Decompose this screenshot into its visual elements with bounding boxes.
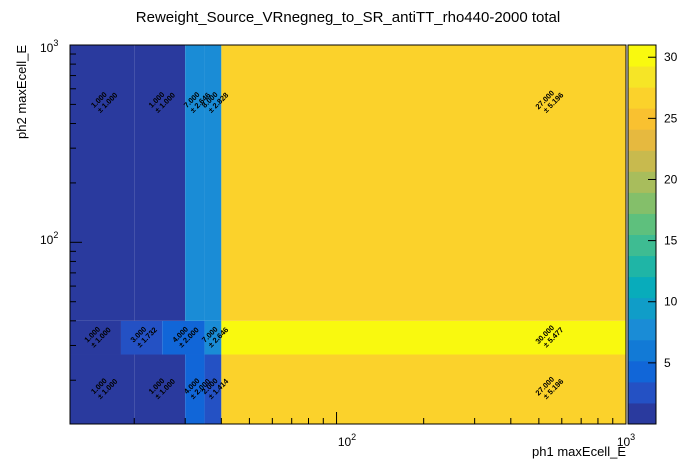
color-scale-segment [628, 339, 656, 362]
y-axis-ticks [70, 44, 82, 381]
color-scale-tick-label: 10 [664, 295, 678, 309]
y-tick-label-1000: 103 [40, 38, 58, 55]
color-scale-bar [627, 44, 657, 425]
heatmap-cell [70, 354, 135, 424]
x-axis-label: ph1 maxEcell_E [532, 444, 626, 459]
heatmap-cell [204, 354, 222, 424]
color-scale-tick-label: 5 [664, 356, 671, 370]
chart-title: Reweight_Source_VRnegneg_to_SR_antiTT_rh… [136, 9, 560, 26]
color-scale-segment [628, 192, 656, 214]
heatmap-cell [221, 320, 627, 355]
heatmap-cell [204, 320, 222, 355]
heatmap-cell [70, 45, 135, 321]
color-scale-segment [628, 381, 656, 404]
heatmap-cell [70, 320, 121, 355]
heatmap-cell [185, 354, 205, 424]
heatmap-cells [70, 45, 627, 424]
color-scale-segment [628, 360, 656, 383]
heatmap-cell [221, 354, 627, 424]
color-scale-segment [628, 150, 656, 172]
color-scale-segment [628, 255, 656, 278]
y-tick-label-100: 102 [40, 230, 58, 247]
heatmap-cell [120, 320, 163, 355]
color-scale-segment [628, 66, 656, 88]
color-scale-tick-label: 20 [664, 172, 678, 186]
color-scale-segment [628, 276, 656, 299]
y-axis-label: ph2 maxEcell_E [14, 45, 29, 139]
color-scale-segment [628, 108, 656, 130]
plot-frame [69, 44, 627, 425]
x-axis-ticks [133, 412, 627, 424]
heatmap-cell [204, 45, 222, 321]
color-scale-segment [628, 402, 656, 425]
color-scale-segment [628, 234, 656, 257]
heatmap-cell [162, 320, 205, 355]
color-scale-segment [628, 213, 656, 235]
x-tick-label-100: 102 [338, 432, 356, 449]
heatmap-cell [134, 354, 186, 424]
color-scale-segment [628, 318, 656, 341]
heatmap-cell [134, 45, 186, 321]
heatmap-cell [221, 45, 627, 321]
color-scale-segment [628, 87, 656, 109]
color-scale-tick-label: 15 [664, 234, 678, 248]
color-scale-frame [627, 44, 657, 425]
color-scale-tick-label: 30 [664, 50, 678, 64]
color-scale-segment [628, 297, 656, 320]
color-scale-tick-label: 25 [664, 111, 678, 125]
color-scale-segment [628, 129, 656, 151]
color-scale-ticks: 5 10 15 20 25 30 [648, 50, 678, 370]
color-scale-segment [628, 45, 656, 67]
heatmap-cell [185, 45, 205, 321]
color-scale-segment [628, 171, 656, 193]
